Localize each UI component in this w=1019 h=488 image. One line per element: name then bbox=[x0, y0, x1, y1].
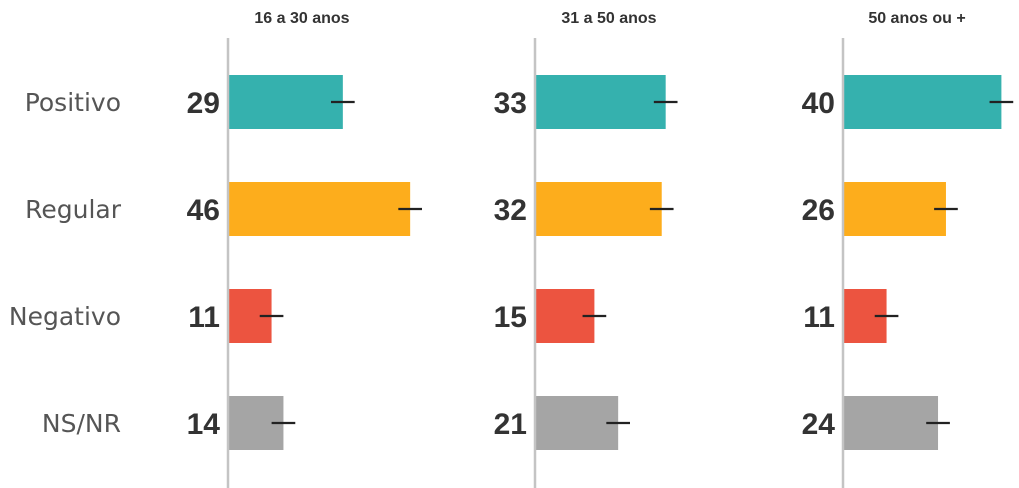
panel-0: 16 a 30 anos 29 46 11 14 bbox=[187, 10, 422, 488]
bar-positivo bbox=[228, 75, 343, 129]
bar-positivo bbox=[535, 75, 666, 129]
value-label: 26 bbox=[802, 194, 835, 227]
bar-regular bbox=[843, 182, 946, 236]
category-labels: Positivo Regular Negativo NS/NR bbox=[9, 88, 122, 438]
panel-2: 50 anos ou + 40 26 11 24 bbox=[802, 10, 1014, 488]
value-label: 11 bbox=[803, 301, 835, 334]
panel-1: 31 a 50 anos 33 32 15 21 bbox=[494, 10, 678, 488]
panel-title: 16 a 30 anos bbox=[254, 10, 349, 27]
bar-positivo bbox=[843, 75, 1002, 129]
bar-regular bbox=[535, 182, 662, 236]
value-label: 21 bbox=[494, 408, 527, 441]
bar-nsnr bbox=[535, 396, 619, 450]
value-label: 40 bbox=[802, 87, 835, 120]
value-label: 15 bbox=[494, 301, 527, 334]
chart-panels: 16 a 30 anos 29 46 11 14 31 a 50 anos 33 32 15 21… bbox=[187, 10, 1014, 488]
category-label-1: Regular bbox=[25, 195, 122, 224]
value-label: 46 bbox=[187, 194, 220, 227]
category-label-0: Positivo bbox=[25, 88, 121, 117]
value-label: 14 bbox=[187, 408, 221, 441]
value-label: 24 bbox=[802, 408, 836, 441]
value-label: 32 bbox=[494, 194, 527, 227]
bar-nsnr bbox=[843, 396, 939, 450]
value-label: 33 bbox=[494, 87, 527, 120]
panel-title: 50 anos ou + bbox=[868, 10, 965, 27]
panel-title: 31 a 50 anos bbox=[561, 10, 656, 27]
value-label: 11 bbox=[188, 301, 220, 334]
category-label-2: Negativo bbox=[9, 302, 121, 331]
category-label-3: NS/NR bbox=[42, 409, 121, 438]
bar-regular bbox=[228, 182, 411, 236]
value-label: 29 bbox=[187, 87, 220, 120]
